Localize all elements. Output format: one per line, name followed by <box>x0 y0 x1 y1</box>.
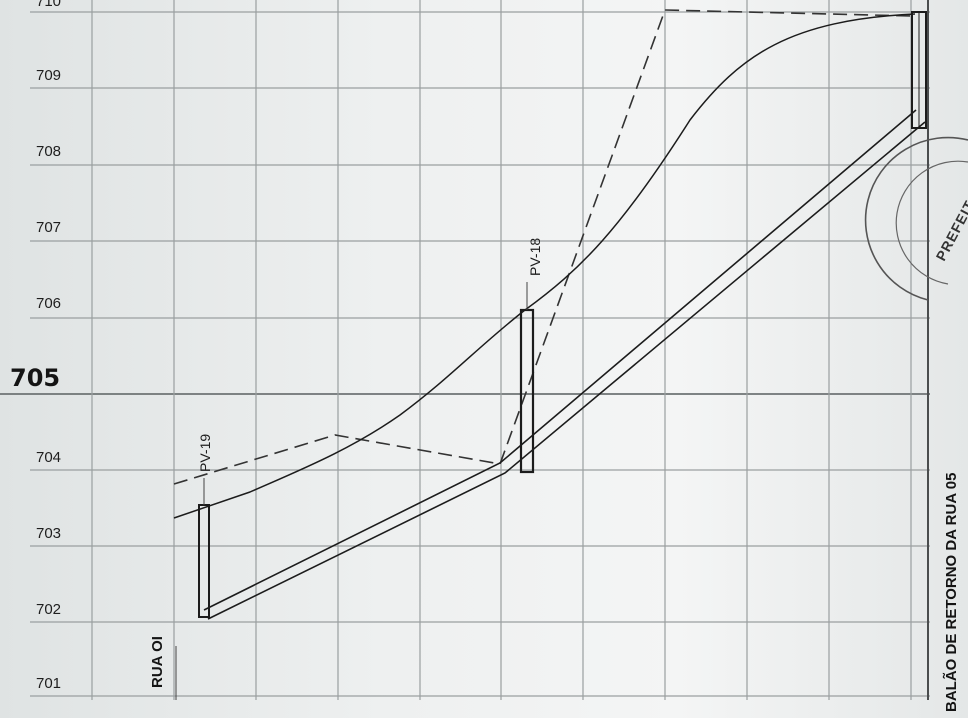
street-label-left: RUA OI <box>149 636 166 688</box>
elev-706: 706 <box>36 295 61 312</box>
manhole-pv18: PV-18 <box>519 238 543 474</box>
pv18-label: PV-18 <box>527 238 543 276</box>
sewer-pipe <box>203 109 926 620</box>
finished-ground-line <box>173 13 916 519</box>
elev-703: 703 <box>36 525 61 542</box>
grid-vertical <box>91 0 912 700</box>
elev-704: 704 <box>36 449 61 466</box>
elev-708: 708 <box>36 143 61 160</box>
elev-705: 705 <box>10 364 60 392</box>
municipal-stamp: PREFEIT <box>864 136 968 301</box>
elev-710: 710 <box>36 0 61 10</box>
existing-terrain-line <box>173 9 912 485</box>
street-label-right: BALÃO DE RETORNO DA RUA 05 <box>942 473 960 712</box>
grid-horizontal <box>30 11 930 697</box>
pv19-label: PV-19 <box>197 434 213 472</box>
elevation-axis: 710 709 708 707 706 705 704 703 702 701 <box>10 0 61 692</box>
elev-701: 701 <box>36 675 61 692</box>
manhole-pv19: PV-19 <box>197 434 213 618</box>
manhole-end <box>911 11 927 129</box>
elev-709: 709 <box>36 67 61 84</box>
elev-702: 702 <box>36 601 61 618</box>
elev-707: 707 <box>36 219 61 236</box>
stamp-text: PREFEIT <box>933 198 968 264</box>
